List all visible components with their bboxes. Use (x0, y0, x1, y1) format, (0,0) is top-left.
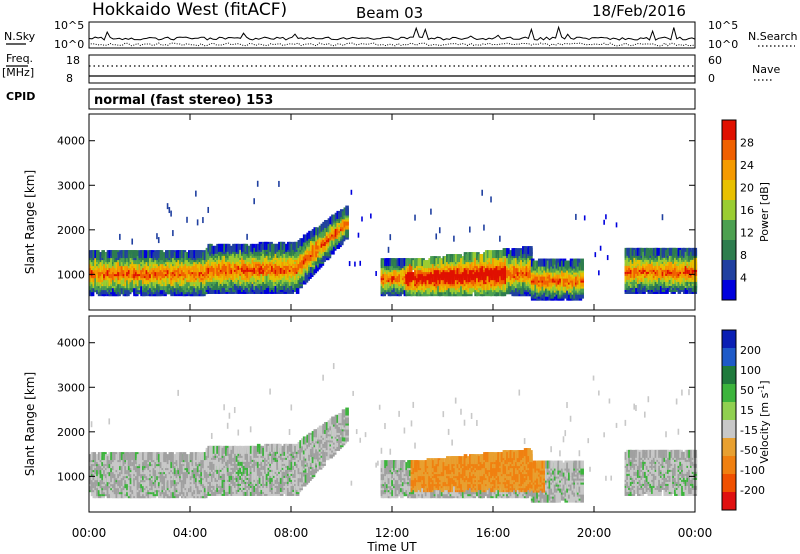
vel-axes-tick-0: 1000 (57, 470, 85, 483)
nsearch-tick-top: 10^5 (708, 19, 738, 32)
vel-axes-tick-3: 4000 (57, 337, 85, 350)
vel-cbar-tick-0: 200 (740, 344, 761, 357)
beam-label: Beam 03 (356, 4, 423, 22)
nsky-trace (88, 25, 696, 42)
freq-tick-bottom: 8 (66, 72, 73, 85)
velocity-panel: 1000 2000 3000 4000 Slant Range [km] 200 100… (23, 315, 771, 513)
power-colorbar: 28 24 20 16 12 8 4 (721, 119, 754, 301)
vel-cbar-tick-5: -50 (740, 444, 758, 457)
power-cbar-tick-2: 20 (740, 182, 754, 195)
nave-tick-top: 60 (708, 54, 722, 67)
cpid-panel: CPID normal (fast stereo) 153 (6, 88, 696, 110)
x-tick-6: 00:00 (678, 526, 713, 540)
nsky-tick-bottom: 10^0 (54, 38, 84, 51)
power-colorbar-label: Power [dB] (758, 182, 771, 242)
x-axis-label: Time UT (366, 540, 417, 554)
power-heatmap (89, 180, 698, 301)
date-label: 18/Feb/2016 (592, 2, 686, 20)
vel-cbar-tick-4: -15 (740, 424, 758, 437)
x-tick-4: 16:00 (476, 526, 511, 540)
power-axes-tick-1: 2000 (57, 224, 85, 237)
power-axes-tick-0: 1000 (57, 268, 85, 281)
nsearch-trace (88, 42, 696, 47)
freq-unit: [MHz] (2, 66, 34, 79)
power-axes-tick-3: 4000 (57, 135, 85, 148)
cpid-text: normal (fast stereo) 153 (94, 93, 273, 108)
power-cbar-tick-3: 16 (740, 204, 754, 217)
vel-cbar-tick-2: 50 (740, 384, 754, 397)
velocity-colorbar-label: Velocity [m s-1] (757, 380, 771, 463)
x-tick-0: 00:00 (72, 526, 107, 540)
vel-cbar-tick-6: -100 (740, 464, 765, 477)
power-cbar-tick-1: 24 (740, 159, 754, 172)
velocity-colorbar: 200 100 50 15 -15 -50 -100 -200 (721, 329, 765, 511)
freq-panel: Freq. [MHz] 18 8 60 0 Nave (2, 52, 780, 85)
plot-title: Hokkaido West (fitACF) (92, 0, 287, 20)
nsky-panel: N.Sky 10^5 10^0 10^5 10^0 N.Search (4, 19, 798, 51)
nsky-label: N.Sky (4, 30, 36, 43)
cpid-label: CPID (6, 90, 35, 103)
power-cbar-tick-6: 4 (740, 272, 747, 285)
nave-label: Nave (752, 63, 780, 76)
power-ylabel: Slant Range [km] (23, 170, 37, 274)
vel-axes-tick-1: 2000 (57, 426, 85, 439)
power-cbar-tick-0: 28 (740, 137, 754, 150)
x-axis: 00:00 04:00 08:00 12:00 16:00 20:00 00:00 (72, 114, 713, 540)
power-cbar-tick-4: 12 (740, 227, 754, 240)
velocity-heatmap (89, 363, 698, 503)
x-tick-5: 20:00 (577, 526, 612, 540)
x-tick-3: 12:00 (375, 526, 410, 540)
nave-tick-bottom: 0 (708, 72, 715, 85)
freq-tick-top: 18 (66, 54, 80, 67)
vel-cbar-tick-7: -200 (740, 484, 765, 497)
freq-label: Freq. (6, 52, 33, 65)
vel-axes-tick-2: 3000 (57, 381, 85, 394)
x-tick-2: 08:00 (274, 526, 309, 540)
power-panel: 1000 2000 3000 4000 Slant Range [km] 28 24 20… (23, 113, 771, 311)
nsearch-tick-bottom: 10^0 (708, 38, 738, 51)
nsearch-label: N.Search (748, 30, 798, 43)
power-cbar-tick-5: 8 (740, 249, 747, 262)
nsky-tick-top: 10^5 (54, 19, 84, 32)
vel-cbar-tick-3: 15 (740, 404, 754, 417)
power-axes-tick-2: 3000 (57, 179, 85, 192)
vel-cbar-tick-1: 100 (740, 364, 761, 377)
velocity-ylabel: Slant Range [km] (23, 372, 37, 476)
x-tick-1: 04:00 (173, 526, 208, 540)
